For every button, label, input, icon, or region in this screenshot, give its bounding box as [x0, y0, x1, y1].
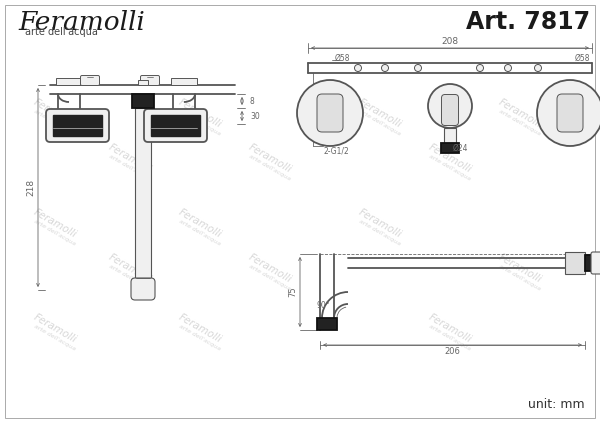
Text: arte dell'acqua: arte dell'acqua	[34, 219, 77, 247]
FancyBboxPatch shape	[80, 75, 100, 85]
Text: arte dell'acqua: arte dell'acqua	[428, 324, 472, 352]
Text: arte dell'acqua: arte dell'acqua	[109, 264, 152, 292]
Text: 2-G1/2: 2-G1/2	[323, 146, 349, 156]
Bar	[53, 115, 102, 136]
Text: 90°: 90°	[316, 302, 330, 310]
Text: Feramolli: Feramolli	[247, 142, 293, 174]
Text: Feramolli: Feramolli	[427, 312, 473, 344]
Text: arte dell'acqua: arte dell'acqua	[248, 264, 292, 292]
Circle shape	[382, 64, 389, 71]
Circle shape	[297, 80, 363, 146]
Text: Ø58: Ø58	[575, 53, 590, 63]
Text: Feramolli: Feramolli	[18, 10, 145, 35]
Text: Feramolli: Feramolli	[107, 252, 154, 284]
Text: arte dell'acqua: arte dell'acqua	[178, 324, 221, 352]
Text: arte dell'acqua: arte dell'acqua	[248, 154, 292, 182]
Bar	[132, 94, 154, 108]
Text: Art. 7817: Art. 7817	[466, 10, 590, 34]
FancyBboxPatch shape	[131, 278, 155, 300]
FancyBboxPatch shape	[317, 94, 343, 132]
FancyBboxPatch shape	[144, 109, 207, 142]
Text: Ø24: Ø24	[453, 143, 469, 153]
Text: 206: 206	[445, 348, 460, 357]
Bar	[441, 143, 459, 153]
Text: Feramolli: Feramolli	[32, 207, 79, 239]
Text: arte dell'acqua: arte dell'acqua	[34, 324, 77, 352]
FancyBboxPatch shape	[591, 252, 600, 274]
Text: arte dell'acqua: arte dell'acqua	[178, 109, 221, 137]
Circle shape	[476, 64, 484, 71]
Bar	[56, 78, 82, 85]
Bar	[135, 108, 151, 284]
Text: arte dell'acqua: arte dell'acqua	[358, 109, 401, 137]
Text: unit: mm: unit: mm	[529, 398, 585, 411]
Bar	[565, 252, 585, 274]
FancyBboxPatch shape	[557, 94, 583, 132]
Text: arte dell'acqua: arte dell'acqua	[34, 109, 77, 137]
Text: Feramolli: Feramolli	[176, 96, 223, 129]
Text: arte dell'acqua: arte dell'acqua	[358, 219, 401, 247]
Text: 30: 30	[250, 112, 260, 121]
Text: 8: 8	[250, 96, 255, 105]
Text: arte dell'acqua: arte dell'acqua	[428, 154, 472, 182]
FancyBboxPatch shape	[140, 75, 160, 85]
Circle shape	[505, 64, 511, 71]
Circle shape	[428, 84, 472, 128]
Bar	[317, 318, 337, 330]
Text: Feramolli: Feramolli	[497, 252, 544, 284]
Circle shape	[415, 64, 421, 71]
Text: Feramolli: Feramolli	[356, 207, 403, 239]
Text: Feramolli: Feramolli	[497, 96, 544, 129]
Circle shape	[355, 64, 361, 71]
Text: arte dell'acqua: arte dell'acqua	[178, 219, 221, 247]
Text: arte dell'acqua: arte dell'acqua	[109, 154, 152, 182]
FancyBboxPatch shape	[46, 109, 109, 142]
Bar	[585, 255, 593, 271]
Circle shape	[537, 80, 600, 146]
Text: Feramolli: Feramolli	[176, 312, 223, 344]
Circle shape	[535, 64, 542, 71]
Text: 75: 75	[289, 287, 298, 297]
Bar	[151, 115, 200, 136]
Text: Feramolli: Feramolli	[356, 96, 403, 129]
Text: Feramolli: Feramolli	[32, 312, 79, 344]
Text: Feramolli: Feramolli	[107, 142, 154, 174]
Text: Feramolli: Feramolli	[247, 252, 293, 284]
Text: 208: 208	[442, 36, 458, 46]
Text: Ø58: Ø58	[335, 53, 350, 63]
Text: Feramolli: Feramolli	[427, 142, 473, 174]
Text: 218: 218	[26, 179, 35, 196]
Text: arte dell'acqua: arte dell'acqua	[499, 109, 542, 137]
Text: arte dell'acqua: arte dell'acqua	[499, 264, 542, 292]
Text: Feramolli: Feramolli	[176, 207, 223, 239]
Text: Feramolli: Feramolli	[32, 96, 79, 129]
Bar	[444, 128, 456, 143]
Bar	[171, 78, 197, 85]
FancyBboxPatch shape	[442, 94, 458, 126]
Bar	[138, 80, 148, 85]
Text: arte dell'acqua: arte dell'acqua	[25, 27, 98, 37]
